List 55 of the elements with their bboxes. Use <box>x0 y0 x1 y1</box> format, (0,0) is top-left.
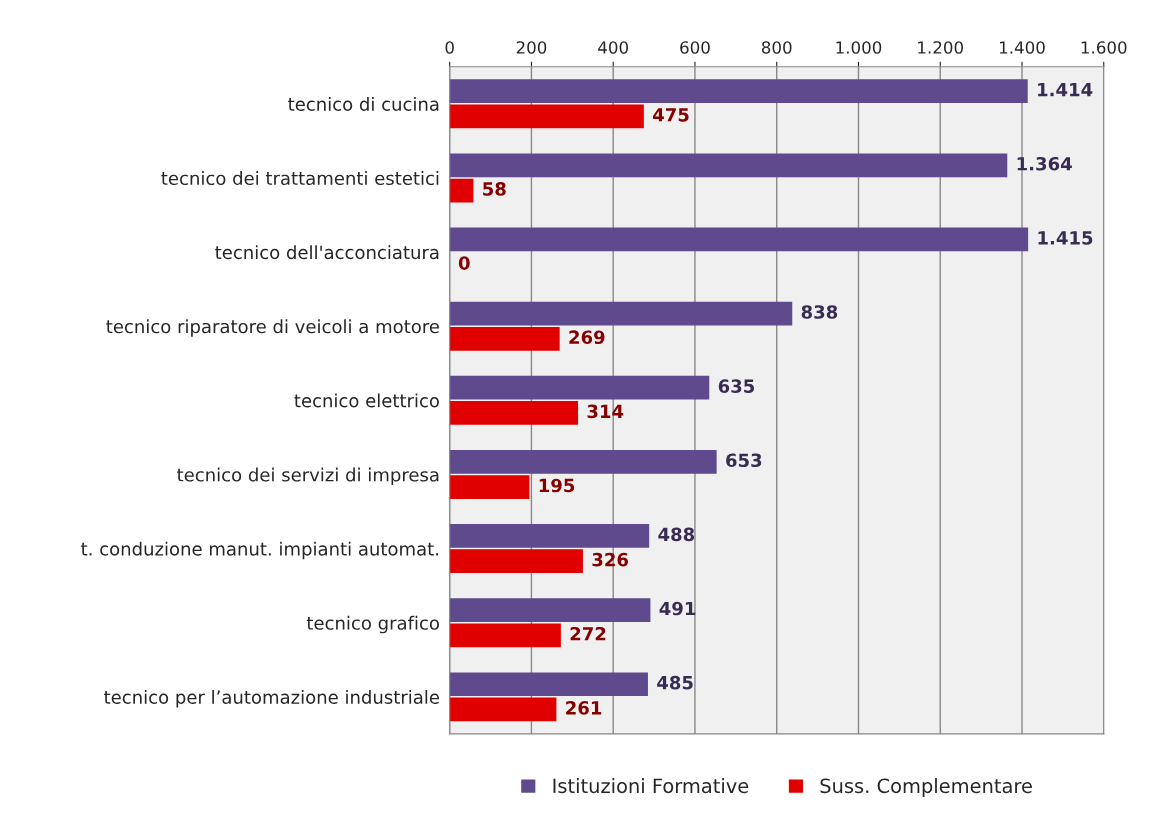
x-tick-label: 1.400 <box>999 41 1045 54</box>
data-label: 261 <box>566 701 602 715</box>
bar <box>449 697 557 722</box>
data-label: 1.364 <box>1017 156 1072 171</box>
y-tick-label: tecnico grafico <box>306 615 439 634</box>
bar <box>449 623 561 648</box>
data-label: 0 <box>458 256 470 270</box>
data-label: 475 <box>653 108 689 122</box>
data-label: 635 <box>718 379 755 393</box>
x-tick-label: 200 <box>516 41 547 54</box>
bar <box>449 401 579 425</box>
y-tick-label: tecnico di cucina <box>288 96 439 111</box>
bar <box>449 178 474 203</box>
x-tick-label: 0 <box>445 41 454 54</box>
y-tick-label: t. conduzione manut. impianti automat. <box>81 541 439 560</box>
bar <box>449 326 560 351</box>
bar <box>449 301 793 326</box>
data-label: 58 <box>483 182 506 196</box>
y-tick-label: tecnico dell'acconciatura <box>215 245 439 260</box>
legend-label: Istituzioni Formative <box>553 778 749 794</box>
x-tick-label: 600 <box>680 41 710 54</box>
x-tick-label: 800 <box>761 41 792 54</box>
bar <box>449 375 710 400</box>
data-label: 314 <box>587 404 624 419</box>
data-label: 269 <box>569 330 605 345</box>
bar <box>449 104 644 129</box>
data-label: 195 <box>539 478 575 493</box>
bar <box>449 549 583 574</box>
bar <box>449 153 1008 178</box>
data-label: 488 <box>658 527 695 542</box>
bar <box>449 524 650 548</box>
bar <box>449 449 717 474</box>
x-tick-label: 1.000 <box>836 41 882 54</box>
bar <box>449 227 1029 252</box>
legend-label: Suss. Complementare <box>820 778 1032 797</box>
data-label: 326 <box>592 552 628 567</box>
x-tick-label: 1.200 <box>918 41 963 54</box>
data-label: 1.415 <box>1038 231 1093 245</box>
y-tick-label: tecnico riparatore di veicoli a motore <box>106 319 439 337</box>
data-label: 838 <box>801 305 838 319</box>
bar <box>449 672 648 697</box>
data-label: 485 <box>657 675 693 690</box>
bar <box>449 79 1028 104</box>
x-tick-label: 1.600 <box>1081 41 1127 54</box>
data-label: 272 <box>570 626 606 641</box>
data-label: 653 <box>726 453 762 468</box>
bar <box>449 598 651 622</box>
bar <box>449 475 530 499</box>
y-tick-label: tecnico per l’automazione industriale <box>104 689 439 708</box>
data-label: 1.414 <box>1038 83 1093 97</box>
y-tick-label: tecnico dei servizi di impresa <box>177 467 439 486</box>
data-label: 491 <box>659 601 696 616</box>
y-tick-label: tecnico dei trattamenti estetici <box>161 171 439 186</box>
x-tick-label: 400 <box>598 41 628 54</box>
y-tick-label: tecnico elettrico <box>294 393 439 408</box>
